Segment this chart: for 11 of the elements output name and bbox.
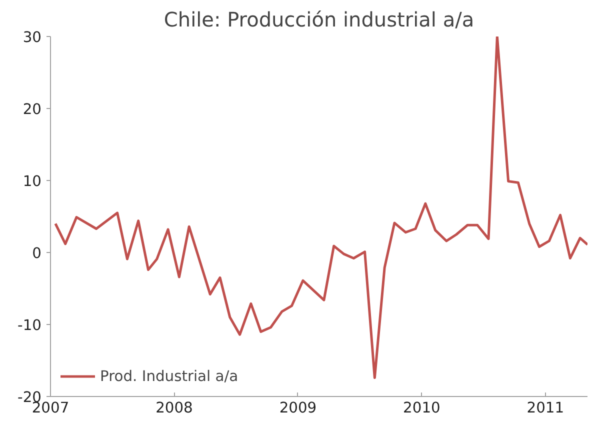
x-tick-label: 2011: [526, 400, 564, 416]
legend-label: Prod. Industrial a/a: [100, 368, 238, 384]
x-tick-label: 2010: [403, 400, 440, 416]
y-tick-label: 10: [22, 173, 42, 190]
y-tick-label: 0: [32, 245, 42, 262]
y-tick-label: 20: [22, 101, 42, 118]
y-tick-label: 30: [22, 29, 42, 46]
x-tick-label: 2009: [279, 400, 317, 416]
y-tick-label: -10: [18, 317, 42, 334]
x-tick-label: 2008: [156, 400, 193, 416]
chart-title: Chile: Producción industrial a/a: [164, 8, 474, 32]
